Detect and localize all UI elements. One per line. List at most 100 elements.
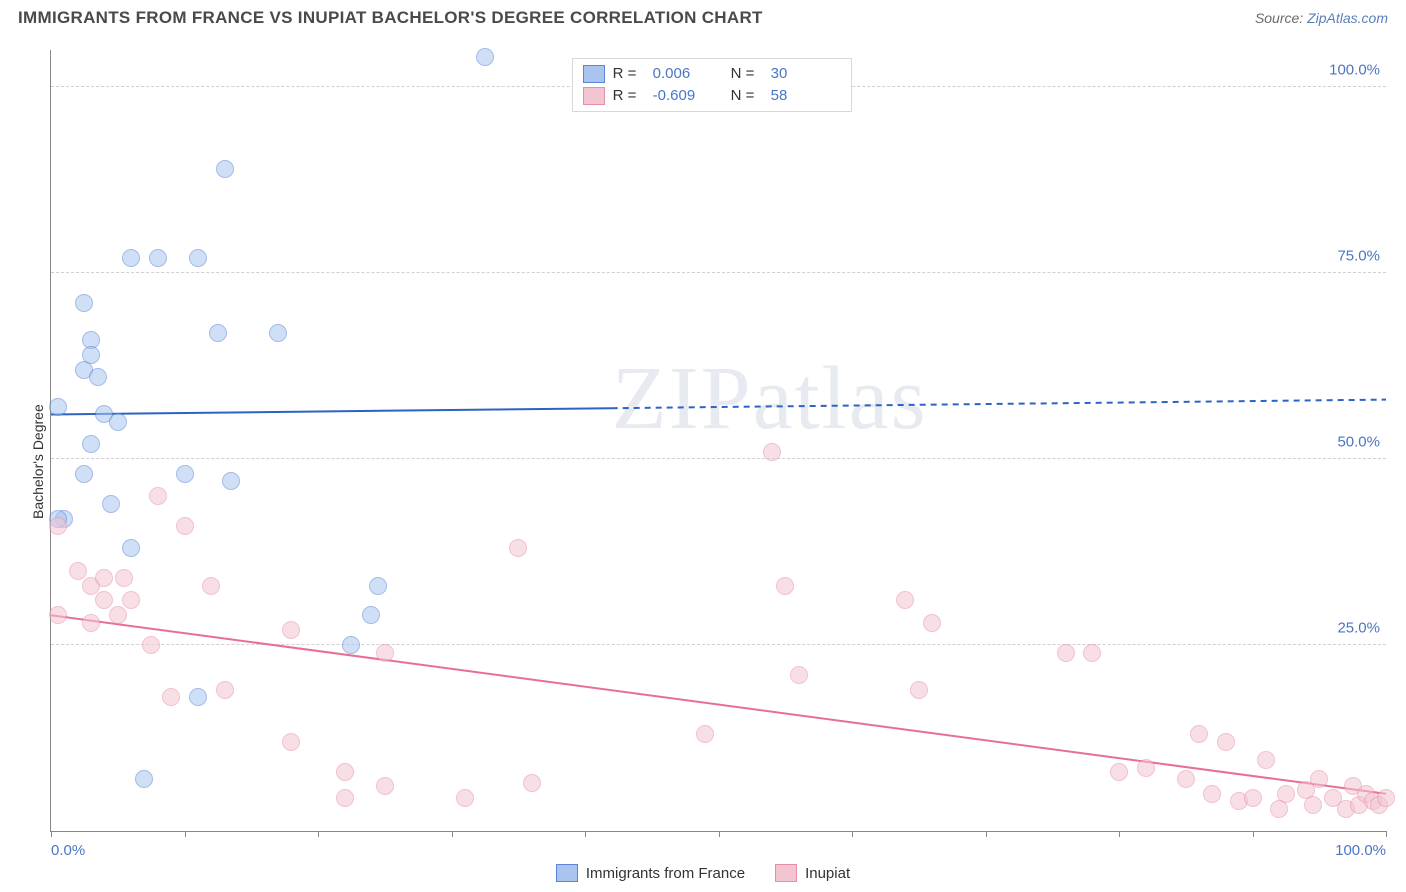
- plot-area: ZIPatlas 25.0%50.0%75.0%100.0%0.0%100.0%…: [50, 50, 1386, 832]
- legend-stats-row-france: R = 0.006 N = 30: [583, 63, 841, 85]
- x-tick: [719, 831, 720, 837]
- data-point-inupiat: [1244, 789, 1262, 807]
- data-point-france: [82, 435, 100, 453]
- n-label: N =: [731, 87, 763, 104]
- data-point-france: [222, 472, 240, 490]
- data-point-france: [362, 606, 380, 624]
- data-point-inupiat: [1177, 770, 1195, 788]
- data-point-france: [369, 577, 387, 595]
- x-tick: [852, 831, 853, 837]
- data-point-inupiat: [696, 725, 714, 743]
- y-tick-label: 50.0%: [1337, 434, 1380, 451]
- source-attribution: Source: ZipAtlas.com: [1255, 10, 1388, 26]
- n-label: N =: [731, 65, 763, 82]
- data-point-france: [149, 249, 167, 267]
- data-point-inupiat: [49, 606, 67, 624]
- data-point-inupiat: [1110, 763, 1128, 781]
- data-point-inupiat: [202, 577, 220, 595]
- data-point-inupiat: [376, 644, 394, 662]
- x-tick: [1253, 831, 1254, 837]
- legend-label-france: Immigrants from France: [586, 865, 745, 882]
- data-point-inupiat: [69, 562, 87, 580]
- legend-bottom: Immigrants from France Inupiat: [0, 864, 1406, 882]
- gridline: [51, 644, 1386, 645]
- data-point-france: [122, 539, 140, 557]
- x-tick: [585, 831, 586, 837]
- data-point-france: [102, 495, 120, 513]
- data-point-inupiat: [109, 606, 127, 624]
- data-point-france: [189, 249, 207, 267]
- y-tick-label: 75.0%: [1337, 248, 1380, 265]
- r-label: R =: [613, 65, 645, 82]
- legend-swatch-france: [556, 864, 578, 882]
- data-point-france: [75, 465, 93, 483]
- source-link[interactable]: ZipAtlas.com: [1307, 10, 1388, 26]
- data-point-france: [216, 160, 234, 178]
- data-point-inupiat: [176, 517, 194, 535]
- y-tick-label: 100.0%: [1329, 62, 1380, 79]
- data-point-inupiat: [376, 777, 394, 795]
- trend-lines: [51, 50, 1386, 831]
- legend-stats: R = 0.006 N = 30 R = -0.609 N = 58: [572, 58, 852, 112]
- r-value: 0.006: [653, 65, 723, 82]
- data-point-inupiat: [82, 614, 100, 632]
- data-point-inupiat: [1057, 644, 1075, 662]
- data-point-france: [49, 398, 67, 416]
- data-point-inupiat: [1217, 733, 1235, 751]
- data-point-inupiat: [95, 591, 113, 609]
- data-point-france: [75, 294, 93, 312]
- legend-label-inupiat: Inupiat: [805, 865, 850, 882]
- legend-swatch-inupiat: [775, 864, 797, 882]
- data-point-inupiat: [763, 443, 781, 461]
- data-point-inupiat: [282, 733, 300, 751]
- data-point-france: [269, 324, 287, 342]
- r-label: R =: [613, 87, 645, 104]
- x-tick: [51, 831, 52, 837]
- data-point-france: [89, 368, 107, 386]
- data-point-inupiat: [910, 681, 928, 699]
- legend-stats-row-inupiat: R = -0.609 N = 58: [583, 85, 841, 107]
- data-point-inupiat: [1083, 644, 1101, 662]
- data-point-france: [109, 413, 127, 431]
- x-tick: [452, 831, 453, 837]
- data-point-inupiat: [776, 577, 794, 595]
- data-point-inupiat: [1257, 751, 1275, 769]
- data-point-france: [82, 346, 100, 364]
- data-point-inupiat: [216, 681, 234, 699]
- data-point-france: [476, 48, 494, 66]
- x-tick-label: 100.0%: [1335, 842, 1386, 859]
- data-point-inupiat: [336, 763, 354, 781]
- gridline: [51, 458, 1386, 459]
- page-title: IMMIGRANTS FROM FRANCE VS INUPIAT BACHEL…: [18, 8, 763, 28]
- data-point-inupiat: [282, 621, 300, 639]
- data-point-inupiat: [115, 569, 133, 587]
- data-point-france: [176, 465, 194, 483]
- data-point-inupiat: [790, 666, 808, 684]
- data-point-inupiat: [122, 591, 140, 609]
- r-value: -0.609: [653, 87, 723, 104]
- data-point-inupiat: [509, 539, 527, 557]
- data-point-inupiat: [149, 487, 167, 505]
- x-tick: [1119, 831, 1120, 837]
- legend-swatch: [583, 87, 605, 105]
- y-axis-title: Bachelor's Degree: [30, 404, 46, 519]
- x-tick: [318, 831, 319, 837]
- source-prefix: Source:: [1255, 10, 1307, 26]
- x-tick: [185, 831, 186, 837]
- legend-item-inupiat: Inupiat: [775, 864, 850, 882]
- data-point-inupiat: [1270, 800, 1288, 818]
- data-point-inupiat: [142, 636, 160, 654]
- legend-swatch: [583, 65, 605, 83]
- y-tick-label: 25.0%: [1337, 620, 1380, 637]
- data-point-inupiat: [1310, 770, 1328, 788]
- data-point-inupiat: [336, 789, 354, 807]
- n-value: 30: [771, 65, 841, 82]
- data-point-france: [122, 249, 140, 267]
- data-point-france: [189, 688, 207, 706]
- data-point-inupiat: [1190, 725, 1208, 743]
- n-value: 58: [771, 87, 841, 104]
- legend-item-france: Immigrants from France: [556, 864, 745, 882]
- scatter-chart: Bachelor's Degree ZIPatlas 25.0%50.0%75.…: [50, 50, 1386, 832]
- data-point-inupiat: [1137, 759, 1155, 777]
- x-tick-label: 0.0%: [51, 842, 85, 859]
